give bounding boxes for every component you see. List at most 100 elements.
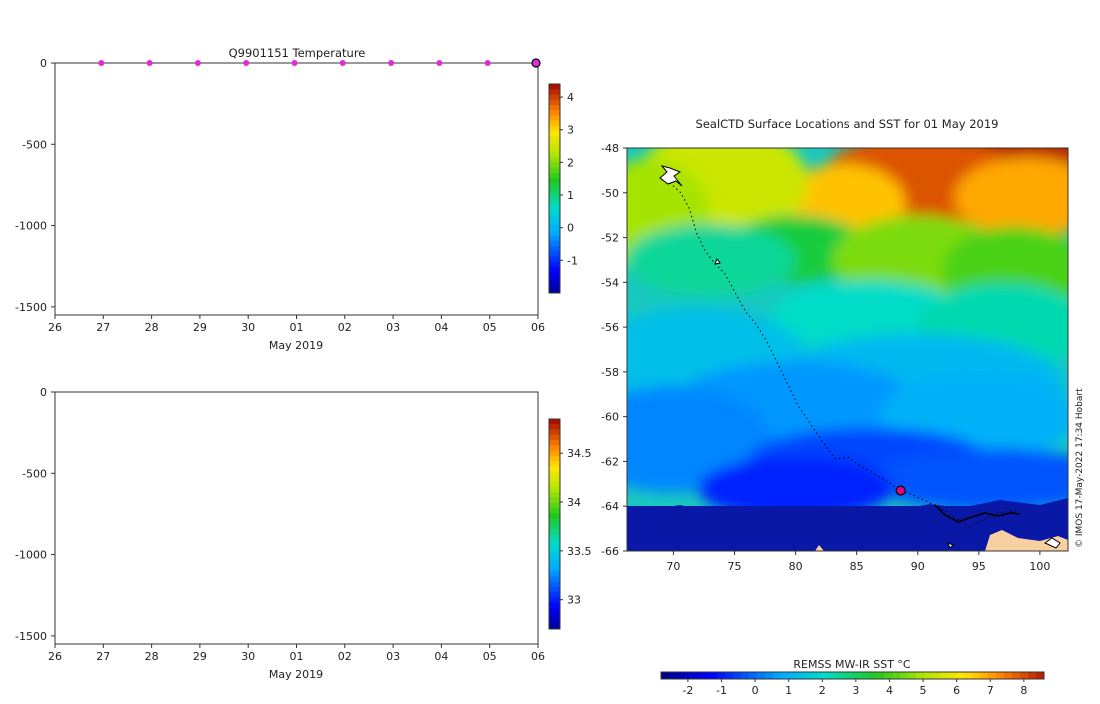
colorbar-segment xyxy=(549,141,560,148)
colorbar-segment xyxy=(549,110,560,116)
colorbar-tick-label: 33 xyxy=(567,594,581,607)
colorbar-segment xyxy=(549,120,560,127)
sst-colorbar-tick-label: 7 xyxy=(987,684,994,697)
x-tick-label: 27 xyxy=(96,321,110,334)
colorbar-segment xyxy=(549,581,560,588)
y-tick-label: 0 xyxy=(40,57,47,70)
surface-markers xyxy=(98,58,541,68)
colorbar-frame xyxy=(548,83,561,294)
colorbar-tick-label: 0 xyxy=(567,222,574,235)
sst-colorbar-segment xyxy=(772,672,782,679)
colorbar-segment xyxy=(549,592,560,598)
surface-marker xyxy=(531,58,541,68)
temperature-y-ticks: 0 -500 -1000 -1500 xyxy=(15,57,55,314)
sst-colorbar-segment xyxy=(940,672,949,679)
sst-field xyxy=(627,148,1068,551)
x-tick-label: 29 xyxy=(193,650,207,663)
y-tick-label: -1000 xyxy=(15,220,47,233)
colorbar-segment xyxy=(549,440,560,446)
current-position-marker xyxy=(895,485,906,496)
colorbar-segment xyxy=(549,539,560,546)
colorbar-segment xyxy=(549,131,560,137)
ice-edge xyxy=(627,498,1068,515)
y-tick-label: 0 xyxy=(40,386,47,399)
colorbar-segment xyxy=(549,508,560,514)
sst-colorbar-segment xyxy=(716,672,726,679)
colorbar-segment xyxy=(549,125,560,132)
colorbar-tick-label: 3 xyxy=(567,124,574,137)
sst-colorbar-segment xyxy=(780,672,790,679)
colorbar-segment xyxy=(549,188,560,195)
colorbar-segment xyxy=(549,534,560,541)
sst-colorbar-frame xyxy=(660,671,1045,680)
antarctic-coast xyxy=(985,530,1068,551)
colorbar-segment xyxy=(549,566,560,572)
temperature-panel: Q9901151 Temperature 26 27 28 29 30 01 02 03 04 0… xyxy=(15,46,578,352)
colorbar-segment xyxy=(549,151,560,158)
colorbar-segment xyxy=(549,524,560,530)
salinity-axes-frame xyxy=(54,391,539,645)
colorbar-segment xyxy=(549,209,560,216)
sst-colorbar-segment xyxy=(956,672,965,679)
salinity-panel: 26 27 28 29 30 01 02 03 04 05 06 0 -500 -1000 -1500 M… xyxy=(15,386,591,681)
sst-colorbar-tick-label: -2 xyxy=(682,684,693,697)
ice-shelf xyxy=(1044,537,1061,549)
sst-colorbar-segment xyxy=(836,672,846,679)
colorbar-segment xyxy=(549,461,560,467)
colorbar-segment xyxy=(549,550,560,556)
sst-colorbar: -2 -1 0 1 2 3 4 5 6 7 8 xyxy=(660,671,1045,697)
map-y-ticks: -48 -50 -52 -54 -56 -58 -60 -62 -64 -66 xyxy=(601,142,627,558)
map-title: SealCTD Surface Locations and SST for 01… xyxy=(696,117,999,131)
colorbar-segment xyxy=(549,266,560,273)
colorbar-segment xyxy=(549,162,560,169)
sst-colorbar-segment xyxy=(788,672,798,679)
temperature-colorbar: 4 3 2 1 0 -1 xyxy=(548,83,578,294)
colorbar-tick-label: 34 xyxy=(567,496,581,509)
map-x-ticks: 70 75 80 85 90 95 100 xyxy=(666,551,1050,573)
colorbar-segment xyxy=(549,497,560,504)
map-y-tick-label: -66 xyxy=(601,545,619,558)
colorbar-segment xyxy=(549,518,560,525)
sst-colorbar-segment xyxy=(661,672,670,679)
sst-colorbar-segment xyxy=(908,672,917,679)
sst-colorbar-tick-label: 4 xyxy=(886,684,893,697)
sst-colorbar-segment xyxy=(676,672,686,679)
sst-blob xyxy=(771,280,967,352)
y-tick-label: -1000 xyxy=(15,549,47,562)
colorbar-segment xyxy=(549,99,560,106)
map-x-tick-label: 75 xyxy=(728,560,742,573)
colorbar-segment xyxy=(549,445,560,451)
imos-credit: © IMOS 17-May-2022 17:34 Hobart xyxy=(1075,388,1085,548)
surface-marker xyxy=(339,60,346,66)
salinity-x-ticks: 26 27 28 29 30 01 02 03 04 05 06 xyxy=(48,644,545,663)
temperature-xlabel: May 2019 xyxy=(269,339,323,352)
colorbar-segment xyxy=(549,287,560,294)
sst-blobs xyxy=(627,148,1068,520)
colorbar-segment xyxy=(549,560,560,567)
colorbar-segment xyxy=(549,576,560,583)
sst-colorbar-segment xyxy=(796,672,806,679)
colorbar-segment xyxy=(549,230,560,237)
x-tick-label: 27 xyxy=(96,650,110,663)
sst-colorbar-segment xyxy=(740,672,750,679)
colorbar-tick-label: 2 xyxy=(567,156,574,169)
sst-colorbar-segment xyxy=(692,672,702,679)
sst-colorbar-segment xyxy=(980,672,989,679)
colorbar-segment xyxy=(549,272,560,278)
x-tick-label: 01 xyxy=(290,321,304,334)
x-tick-label: 30 xyxy=(241,650,255,663)
colorbar-segment xyxy=(549,471,560,478)
colorbar-segment xyxy=(549,455,560,462)
surface-marker xyxy=(146,60,153,66)
map-y-tick-label: -48 xyxy=(601,142,619,155)
sst-colorbar-segment xyxy=(900,672,909,679)
sst-colorbar-segment xyxy=(764,672,774,679)
colorbar-segment xyxy=(549,104,560,111)
map-y-tick-label: -54 xyxy=(601,276,619,289)
sst-colorbar-segment xyxy=(756,672,766,679)
sst-blob xyxy=(627,224,796,296)
x-tick-label: 03 xyxy=(386,650,400,663)
colorbar-segment xyxy=(549,157,560,163)
colorbar-segment xyxy=(549,529,560,535)
